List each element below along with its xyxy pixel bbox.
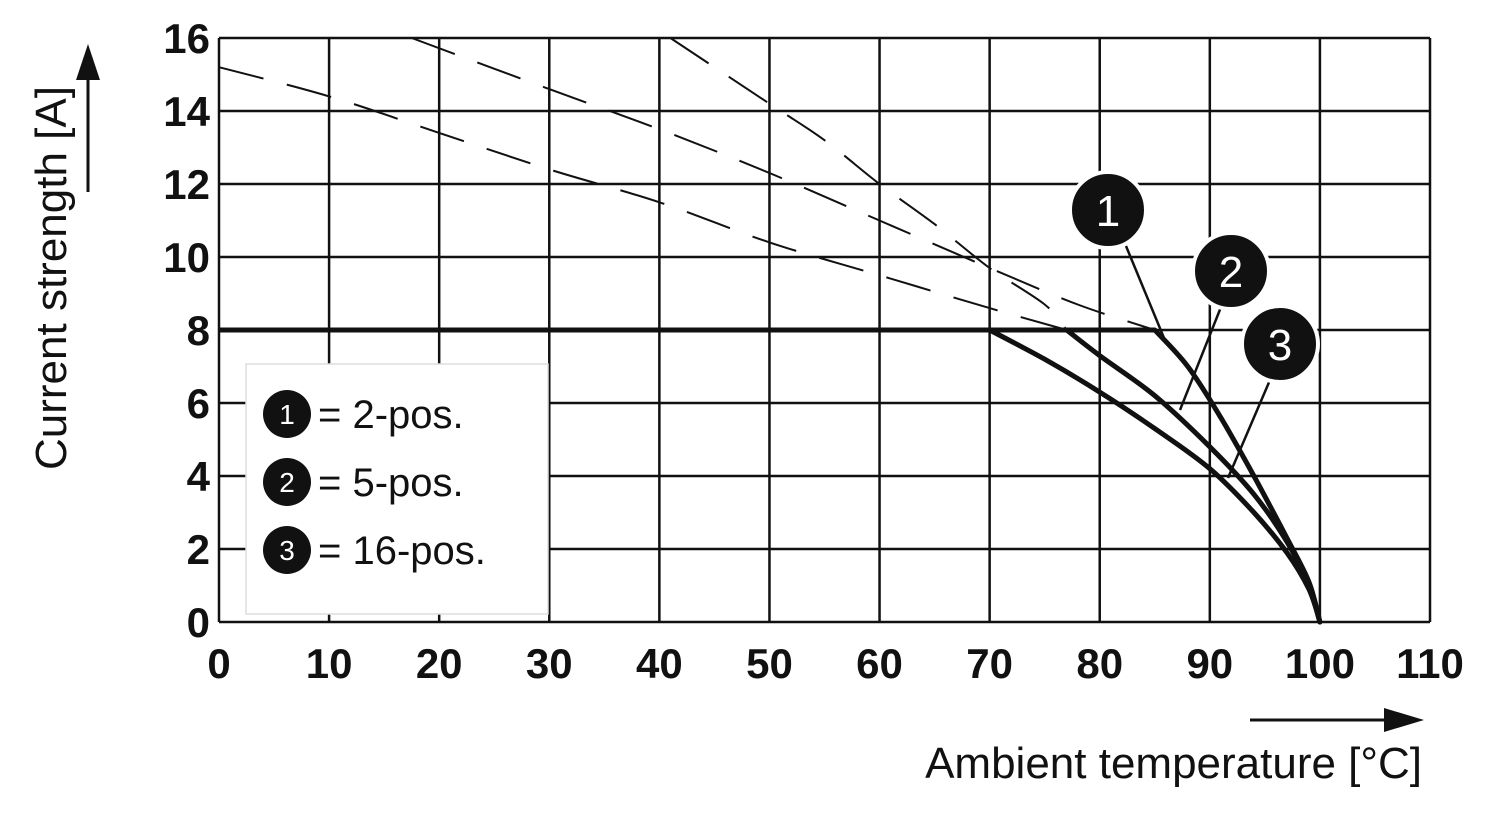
x-tick-label: 20	[416, 640, 463, 687]
x-tick-label: 60	[856, 640, 903, 687]
x-tick-label: 40	[636, 640, 683, 687]
legend-badge-2	[263, 458, 311, 506]
legend-badge-label: 1	[279, 399, 295, 430]
curve-3	[987, 327, 1323, 625]
legend-badge-3	[263, 526, 311, 574]
x-tick-label: 80	[1076, 640, 1123, 687]
y-tick-label: 12	[163, 161, 210, 208]
curve-1-dashed	[411, 37, 1156, 331]
y-tick-label: 4	[187, 453, 211, 500]
legend-box: 1 = 2-pos. 2 = 5-pos. 3 = 16-pos.	[245, 363, 549, 615]
legend-badge-label: 2	[279, 467, 295, 498]
x-tick-label: 30	[526, 640, 573, 687]
marker-leader-1	[1124, 245, 1166, 339]
legend-entry-text: = 2-pos.	[318, 393, 464, 437]
y-tick-label: 16	[163, 15, 210, 62]
marker-label-2: 2	[1219, 248, 1243, 297]
legend-badge-1	[263, 390, 311, 438]
curve-2-dashed	[218, 66, 1067, 331]
y-axis-arrow-head	[76, 44, 100, 80]
x-axis-label: Ambient temperature [°C]	[925, 739, 1422, 788]
x-tick-label: 70	[966, 640, 1013, 687]
curve-3-dashed	[669, 37, 1068, 331]
legend-entry-text: = 16-pos.	[318, 529, 486, 573]
y-tick-label: 0	[187, 599, 210, 646]
x-tick-label: 100	[1285, 640, 1355, 687]
x-tick-label: 90	[1186, 640, 1233, 687]
x-axis-title: Ambient temperature [°C]	[925, 708, 1424, 788]
x-tick-label: 50	[746, 640, 793, 687]
y-tick-label: 2	[187, 526, 210, 573]
y-axis-label: Current strength [A]	[27, 86, 76, 470]
x-tick-label: 10	[306, 640, 353, 687]
legend-entry-text: = 5-pos.	[318, 461, 464, 505]
x-tick-label: 110	[1396, 640, 1464, 687]
x-tick-label: 0	[207, 640, 230, 687]
y-axis-title: Current strength [A]	[27, 44, 100, 470]
marker-leader-2	[1178, 306, 1223, 411]
marker-leader-3	[1226, 379, 1272, 479]
derating-curves	[218, 37, 1323, 625]
marker-label-1: 1	[1096, 187, 1120, 236]
y-tick-label: 8	[187, 307, 210, 354]
y-tick-label: 10	[163, 234, 210, 281]
y-tick-label: 14	[163, 88, 210, 135]
marker-badge-1	[1068, 170, 1148, 250]
marker-badge-3	[1240, 304, 1320, 384]
curve-markers: 1 23	[1068, 170, 1320, 479]
marker-badge-2	[1191, 231, 1271, 311]
x-axis-arrow-head	[1384, 708, 1424, 732]
legend-badge-label: 3	[279, 535, 295, 566]
y-tick-label: 6	[187, 380, 210, 427]
marker-label-3: 3	[1268, 321, 1292, 370]
